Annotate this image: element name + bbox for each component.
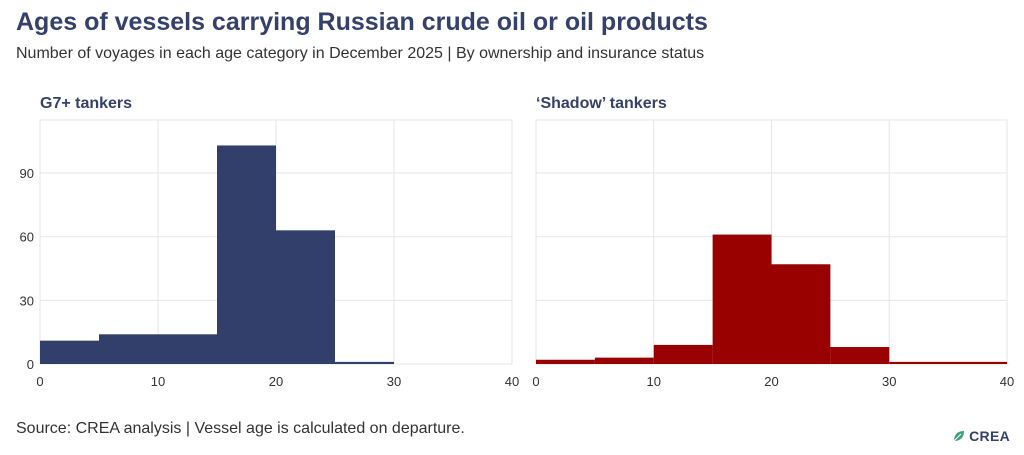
histogram-bar: [536, 359, 595, 364]
x-tick-label: 0: [36, 374, 43, 389]
histogram-bar: [712, 234, 772, 364]
x-tick-label: 30: [882, 374, 896, 389]
x-tick-label: 20: [764, 374, 778, 389]
x-tick-label: 40: [1000, 374, 1014, 389]
x-tick-label: 10: [647, 374, 661, 389]
chart-title: Ages of vessels carrying Russian crude o…: [16, 8, 708, 36]
histogram-bar: [99, 334, 217, 364]
panel-title: ‘Shadow’ tankers: [536, 95, 667, 112]
histogram-bar: [653, 344, 713, 364]
histogram-bar: [889, 361, 1007, 364]
y-tick-label: 30: [20, 293, 34, 308]
panel-shadow: ‘Shadow’ tankers 0 10 20 30 40: [532, 95, 1014, 389]
crea-leaf-icon: [953, 431, 965, 442]
histogram-bar: [335, 361, 394, 364]
y-tick-label: 60: [20, 230, 34, 245]
histogram-bar: [40, 340, 99, 364]
chart-subtitle: Number of voyages in each age category i…: [16, 45, 705, 62]
histogram-bar: [830, 347, 890, 364]
x-tick-label: 20: [269, 374, 283, 389]
crea-logo: CREA: [952, 428, 1010, 444]
histogram-bar: [276, 230, 335, 364]
panel-title: G7+ tankers: [40, 95, 132, 112]
panel-g7: G7+ tankers 0 10 20 30 40 0 30 60 90: [20, 95, 520, 389]
source-note: Source: CREA analysis | Vessel age is ca…: [16, 420, 465, 437]
crea-logo-text: CREA: [969, 428, 1010, 444]
x-tick-label: 40: [505, 374, 519, 389]
x-tick-label: 10: [151, 374, 165, 389]
histogram-bar: [594, 357, 654, 364]
x-tick-label: 0: [532, 374, 539, 389]
x-tick-label: 30: [387, 374, 401, 389]
histogram-bar: [217, 145, 276, 364]
y-tick-label: 0: [27, 357, 34, 372]
y-tick-label: 90: [20, 166, 34, 181]
histogram-chart: G7+ tankers 0 10 20 30 40 0 30 60 90 ‘Shadow’ tank…: [20, 95, 1015, 389]
histogram-bar: [771, 264, 831, 364]
